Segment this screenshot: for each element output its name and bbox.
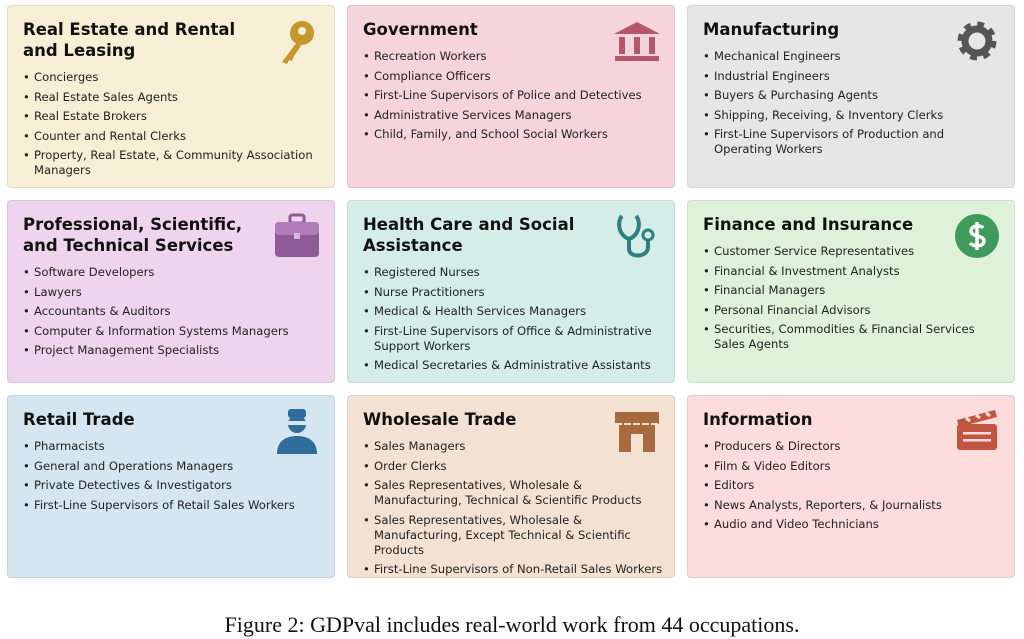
- occupation: Concierges: [23, 70, 324, 85]
- industry-icon: [275, 213, 319, 257]
- occupation: Personal Financial Advisors: [703, 303, 1004, 318]
- occupation: News Analysts, Reporters, & Journalists: [703, 498, 1004, 513]
- occupation-list: Sales Managers Order Clerks Sales Represen…: [363, 439, 664, 577]
- occupation: Mechanical Engineers: [703, 49, 1004, 64]
- industry-card: Real Estate and Rental and Leasing Concie…: [7, 5, 335, 188]
- industry-card: Retail Trade Pharmacists General and Opera…: [7, 395, 335, 578]
- occupation: Counter and Rental Clerks: [23, 129, 324, 144]
- card-title: Information: [703, 410, 813, 429]
- industry-icon: [955, 214, 999, 258]
- card-title: Manufacturing: [703, 20, 840, 39]
- occupation-list: Software Developers Lawyers Accountants & …: [23, 265, 324, 358]
- industry-icon: [282, 21, 314, 64]
- card-title: Health Care and Social Assistance: [363, 215, 575, 255]
- card-title: Wholesale Trade: [363, 410, 517, 429]
- occupation-grid: Real Estate and Rental and Leasing Concie…: [7, 5, 1015, 578]
- occupation: Project Management Specialists: [23, 343, 324, 358]
- occupation: Sales Representatives, Wholesale & Manuf…: [363, 478, 664, 508]
- occupation: First-Line Supervisors of Retail Sales W…: [23, 498, 324, 513]
- industry-icon: [615, 412, 659, 452]
- occupation: Buyers & Purchasing Agents: [703, 88, 1004, 103]
- occupation: Administrative Services Managers: [363, 108, 664, 123]
- occupation: First-Line Supervisors of Office & Admin…: [363, 324, 664, 354]
- occupation: First-Line Supervisors of Production and…: [703, 127, 1004, 157]
- occupation: Financial & Investment Analysts: [703, 264, 1004, 279]
- industry-icon: [617, 214, 655, 258]
- occupation: General and Operations Managers: [23, 459, 324, 474]
- occupation: Sales Representatives, Wholesale & Manuf…: [363, 513, 664, 558]
- occupation: Accountants & Auditors: [23, 304, 324, 319]
- occupation: Financial Managers: [703, 283, 1004, 298]
- occupation-list: Customer Service Representatives Financia…: [703, 244, 1004, 352]
- industry-card: Information Producers & Directors Film & V…: [687, 395, 1015, 578]
- industry-card: Manufacturing Mechanical Engineers Industr…: [687, 5, 1015, 188]
- industry-icon: [614, 22, 660, 61]
- occupation-list: Recreation Workers Compliance Officers Fir…: [363, 49, 664, 142]
- industry-card: Finance and Insurance Customer Service Re…: [687, 200, 1015, 383]
- industry-icon: [277, 409, 317, 454]
- occupation: Securities, Commodities & Financial Serv…: [703, 322, 1004, 352]
- occupation: Industrial Engineers: [703, 69, 1004, 84]
- occupation: Child, Family, and School Social Workers: [363, 127, 664, 142]
- card-title: Retail Trade: [23, 410, 135, 429]
- card-title: Government: [363, 20, 478, 39]
- occupation: Customer Service Representatives: [703, 244, 1004, 259]
- industry-icon: [957, 410, 997, 450]
- occupation: Medical & Health Services Managers: [363, 304, 664, 319]
- occupation-list: Pharmacists General and Operations Manage…: [23, 439, 324, 513]
- industry-card: Professional, Scientific, and Technical …: [7, 200, 335, 383]
- card-title: Real Estate and Rental and Leasing: [23, 20, 236, 60]
- occupation: Editors: [703, 478, 1004, 493]
- occupation: Sales Managers: [363, 439, 664, 454]
- occupation: Software Developers: [23, 265, 324, 280]
- occupation: Shipping, Receiving, & Inventory Clerks: [703, 108, 1004, 123]
- occupation: Film & Video Editors: [703, 459, 1004, 474]
- occupation: Real Estate Brokers: [23, 109, 324, 124]
- occupation: First-Line Supervisors of Police and Det…: [363, 88, 664, 103]
- occupation: Property, Real Estate, & Community Assoc…: [23, 148, 324, 178]
- industry-icon: [957, 21, 997, 61]
- occupation: Recreation Workers: [363, 49, 664, 64]
- occupation: Real Estate Sales Agents: [23, 90, 324, 105]
- occupation: Producers & Directors: [703, 439, 1004, 454]
- industry-card: Wholesale Trade Sales Managers Order Clerk…: [347, 395, 675, 578]
- card-title: Professional, Scientific, and Technical …: [23, 215, 243, 255]
- occupation-list: Mechanical Engineers Industrial Engineers…: [703, 49, 1004, 157]
- occupation: Computer & Information Systems Managers: [23, 324, 324, 339]
- occupation: Order Clerks: [363, 459, 664, 474]
- occupation: First-Line Supervisors of Non-Retail Sal…: [363, 562, 664, 577]
- figure-caption: Figure 2: GDPval includes real-world wor…: [224, 612, 800, 637]
- occupation: Medical Secretaries & Administrative Ass…: [363, 358, 664, 373]
- occupation: Pharmacists: [23, 439, 324, 454]
- occupation: Nurse Practitioners: [363, 285, 664, 300]
- occupation: Lawyers: [23, 285, 324, 300]
- occupation: Audio and Video Technicians: [703, 517, 1004, 532]
- industry-card: Health Care and Social Assistance Registe…: [347, 200, 675, 383]
- card-title: Finance and Insurance: [703, 215, 914, 234]
- occupation: Registered Nurses: [363, 265, 664, 280]
- occupation-list: Registered Nurses Nurse Practitioners Medi…: [363, 265, 664, 373]
- occupation: Private Detectives & Investigators: [23, 478, 324, 493]
- occupation-list: Producers & Directors Film & Video Editor…: [703, 439, 1004, 532]
- industry-card: Government Recreation Workers Compliance O…: [347, 5, 675, 188]
- occupation: Compliance Officers: [363, 69, 664, 84]
- occupation-list: Concierges Real Estate Sales Agents Real E…: [23, 70, 324, 178]
